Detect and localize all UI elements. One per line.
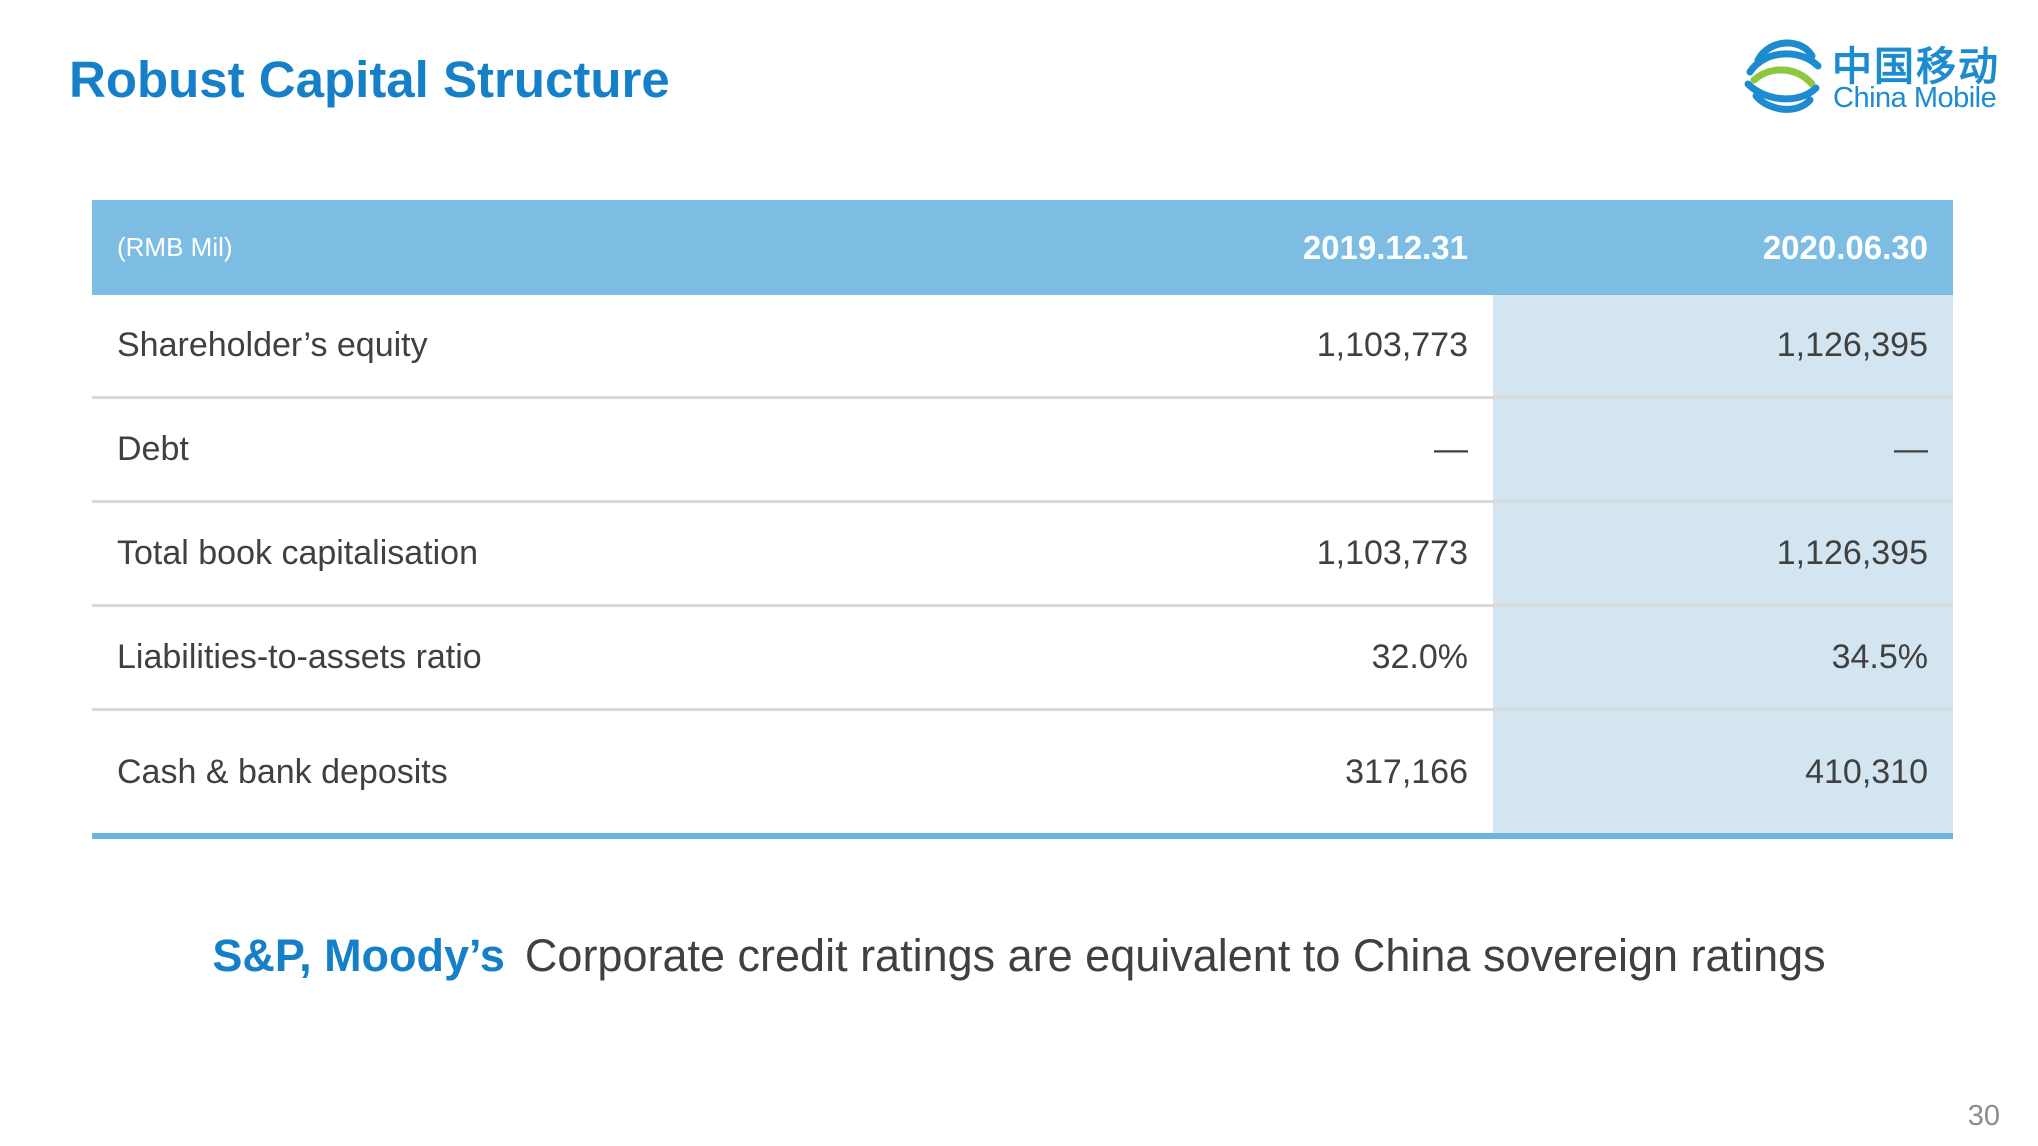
cell-2020: — (1894, 430, 1928, 468)
table-body: Shareholder’s equity 1,103,773 1,126,395… (92, 295, 1953, 839)
table-row: Debt — — (92, 399, 1953, 503)
table-row: Shareholder’s equity 1,103,773 1,126,395 (92, 295, 1953, 399)
page-title: Robust Capital Structure (69, 51, 670, 108)
highlight-column-2020 (1493, 295, 1953, 839)
table-row: Total book capitalisation 1,103,773 1,12… (92, 503, 1953, 607)
credit-rating-note: S&P, Moody’s Corporate credit ratings are… (0, 930, 2038, 982)
column-header-2020: 2020.06.30 (1762, 229, 1928, 266)
row-label: Shareholder’s equity (117, 326, 428, 364)
china-mobile-logo: 中国移动 China Mobile (1740, 30, 2010, 120)
column-header-2019: 2019.12.31 (1302, 229, 1468, 266)
cell-2019: 32.0% (1371, 638, 1468, 676)
cell-2019: 1,103,773 (1316, 326, 1468, 364)
table-row: Liabilities-to-assets ratio 32.0% 34.5% (92, 607, 1953, 711)
cell-2020: 410,310 (1805, 752, 1928, 791)
cell-2020: 1,126,395 (1776, 534, 1928, 572)
cell-2019: 1,103,773 (1316, 534, 1468, 572)
row-label: Liabilities-to-assets ratio (117, 638, 482, 676)
cell-2020: 34.5% (1831, 638, 1928, 676)
capital-structure-table: (RMB Mil) 2019.12.31 2020.06.30 Sharehol… (92, 200, 1953, 839)
logo-english-text: China Mobile (1833, 82, 1997, 114)
unit-label: (RMB Mil) (117, 232, 233, 262)
row-label: Cash & bank deposits (117, 752, 448, 791)
rating-statement: Corporate credit ratings are equivalent … (524, 930, 1826, 981)
logo-chinese-text: 中国移动 (1832, 44, 2000, 90)
cell-2019: 317,166 (1345, 752, 1468, 791)
row-label: Total book capitalisation (117, 534, 479, 572)
rating-agencies: S&P, Moody’s (212, 930, 505, 981)
page-number: 30 (1967, 1100, 2000, 1132)
table-header: (RMB Mil) 2019.12.31 2020.06.30 (92, 200, 1953, 295)
row-label: Debt (117, 430, 189, 468)
table-row: Cash & bank deposits 317,166 410,310 (92, 711, 1953, 839)
cell-2019: — (1434, 430, 1468, 468)
china-mobile-logo-icon (1744, 39, 1822, 113)
cell-2020: 1,126,395 (1776, 326, 1928, 364)
